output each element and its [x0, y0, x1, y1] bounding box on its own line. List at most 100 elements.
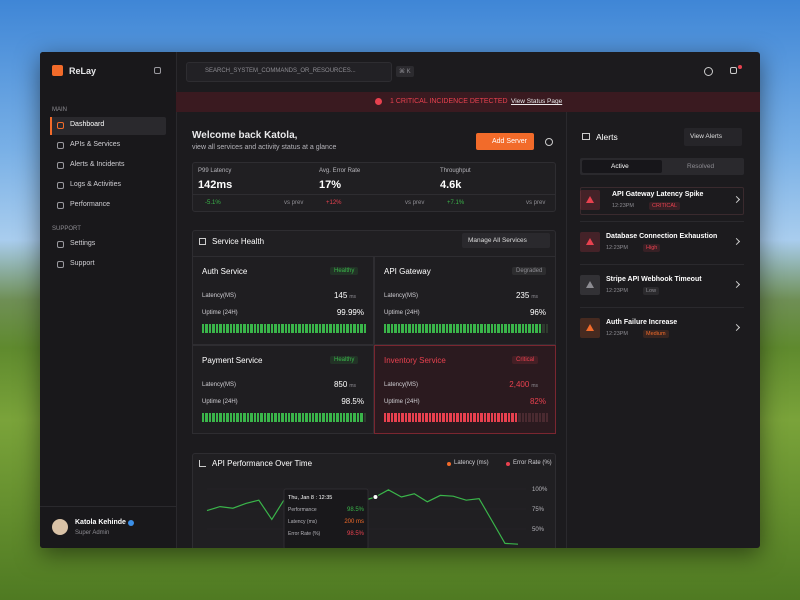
section-title: Service Health — [212, 237, 265, 246]
uptime-value: 96% — [529, 308, 546, 317]
metric-compare: vs prev — [405, 200, 425, 206]
service-status: Healthy — [330, 356, 359, 364]
app-window: ReLay SEARCH_SYSTEM_COMMANDS_OR_RESOURCE… — [40, 52, 760, 548]
tooltip-value: 98.5% — [347, 507, 365, 513]
legend-label: Error Rate (%) — [513, 460, 552, 466]
alert-title: Stripe API Webhook Timeout — [606, 276, 702, 283]
metric-label: P99 Latency — [198, 168, 232, 174]
notifications-icon[interactable] — [730, 67, 737, 74]
alert-severity: Low — [643, 287, 660, 295]
nav-item[interactable]: Performance — [70, 201, 111, 208]
tooltip-label: Error Rate (%) — [288, 531, 321, 537]
brand-logo — [52, 65, 63, 76]
alert-time: 12:23PM — [606, 288, 629, 294]
nav-icon — [57, 182, 64, 189]
nav-item[interactable]: Logs & Activities — [70, 181, 121, 188]
y-tick-label: 100% — [532, 487, 548, 493]
add-server-button[interactable] — [476, 133, 534, 150]
alert-severity: High — [643, 244, 661, 252]
tooltip-value: 98.5% — [347, 531, 365, 537]
legend-dot — [506, 462, 510, 466]
nav-item[interactable]: Settings — [70, 240, 96, 247]
collapse-icon[interactable] — [154, 67, 161, 74]
verified-badge — [128, 520, 134, 526]
metric-compare: vs prev — [526, 200, 546, 206]
nav-item[interactable]: Support — [70, 260, 95, 267]
add-server-label: Add Server — [492, 138, 528, 145]
nav-item[interactable]: Dashboard — [70, 121, 105, 128]
view-alerts-button[interactable] — [684, 128, 742, 146]
alert-title: Auth Failure Increase — [606, 319, 678, 326]
performance-card — [192, 453, 556, 548]
latency-unit: ms — [349, 294, 356, 300]
latency-label: Latency(MS) — [384, 293, 419, 299]
alert-icon — [586, 196, 594, 203]
service-name: API Gateway — [384, 267, 431, 276]
search-box[interactable] — [186, 62, 392, 82]
uptime-label: Uptime (24H) — [384, 310, 420, 316]
metric-divider — [434, 194, 555, 195]
latency-number: 145 — [333, 291, 348, 300]
metric-label: Avg. Error Rate — [319, 168, 361, 174]
search-placeholder: SEARCH_SYSTEM_COMMANDS_OR_RESOURCES... — [205, 68, 356, 74]
alert-icon — [586, 238, 594, 245]
nav-active-bar — [50, 117, 52, 135]
legend-dot — [447, 462, 451, 466]
latency-unit: ms — [349, 383, 356, 389]
metrics-card — [192, 162, 556, 212]
manage-button[interactable] — [462, 233, 550, 248]
alert-time: 12:23PM — [612, 203, 635, 209]
uptime-bar — [202, 324, 366, 333]
alerts-title: Alerts — [596, 132, 618, 142]
section-icon — [199, 238, 206, 245]
latency-number: 850 — [333, 380, 348, 389]
tooltip-label: Latency (ms) — [288, 519, 317, 525]
metric-divider — [192, 194, 313, 195]
alert-icon — [586, 281, 594, 288]
tab[interactable]: Resolved — [687, 163, 715, 170]
alert-severity: Medium — [643, 330, 669, 338]
refresh-icon[interactable] — [545, 138, 553, 146]
section-label: SUPPORT — [52, 226, 81, 232]
nav-icon — [57, 202, 64, 209]
latency-unit: ms — [531, 383, 538, 389]
tooltip-label: Performance — [288, 507, 317, 513]
y-tick-label: 50% — [532, 527, 545, 533]
nav-icon — [57, 122, 64, 129]
service-name: Payment Service — [202, 356, 263, 365]
alert-divider — [580, 221, 744, 222]
latency-value: 850 ms — [334, 380, 356, 389]
latency-label: Latency(MS) — [202, 293, 237, 299]
legend-label: Latency (ms) — [454, 460, 489, 466]
alerts-icon — [582, 133, 590, 140]
metric-change: -5.1% — [205, 200, 221, 206]
tab[interactable]: Active — [611, 163, 629, 170]
latency-unit: ms — [531, 294, 538, 300]
user-avatar — [52, 519, 68, 535]
uptime-value: 98.5% — [341, 397, 364, 406]
nav-icon — [57, 241, 64, 248]
nav-item[interactable]: Alerts & Incidents — [70, 161, 125, 168]
latency-label: Latency(MS) — [202, 382, 237, 388]
tooltip-value: 200 ms — [344, 519, 364, 525]
service-name: Inventory Service — [384, 356, 446, 365]
tab-active-bg — [582, 160, 662, 173]
alert-chevron[interactable] — [732, 323, 741, 332]
user-role: Super Admin — [75, 530, 110, 536]
hover-point — [372, 494, 379, 500]
alert-highlight — [580, 187, 744, 215]
chart-icon — [199, 460, 206, 467]
welcome-subtitle: view all services and activity status at… — [192, 144, 337, 151]
alert-chevron[interactable] — [732, 280, 741, 289]
nav-icon — [57, 162, 64, 169]
metric-change: +7.1% — [447, 200, 465, 206]
user-divider — [40, 506, 176, 507]
banner-icon — [375, 98, 382, 105]
metric-label: Throughput — [440, 168, 471, 174]
theme-toggle[interactable] — [704, 67, 713, 76]
nav-item[interactable]: APIs & Services — [70, 141, 121, 148]
alert-chevron[interactable] — [732, 237, 741, 246]
banner-link[interactable]: View Status Page — [511, 98, 563, 105]
notification-dot — [738, 65, 742, 69]
